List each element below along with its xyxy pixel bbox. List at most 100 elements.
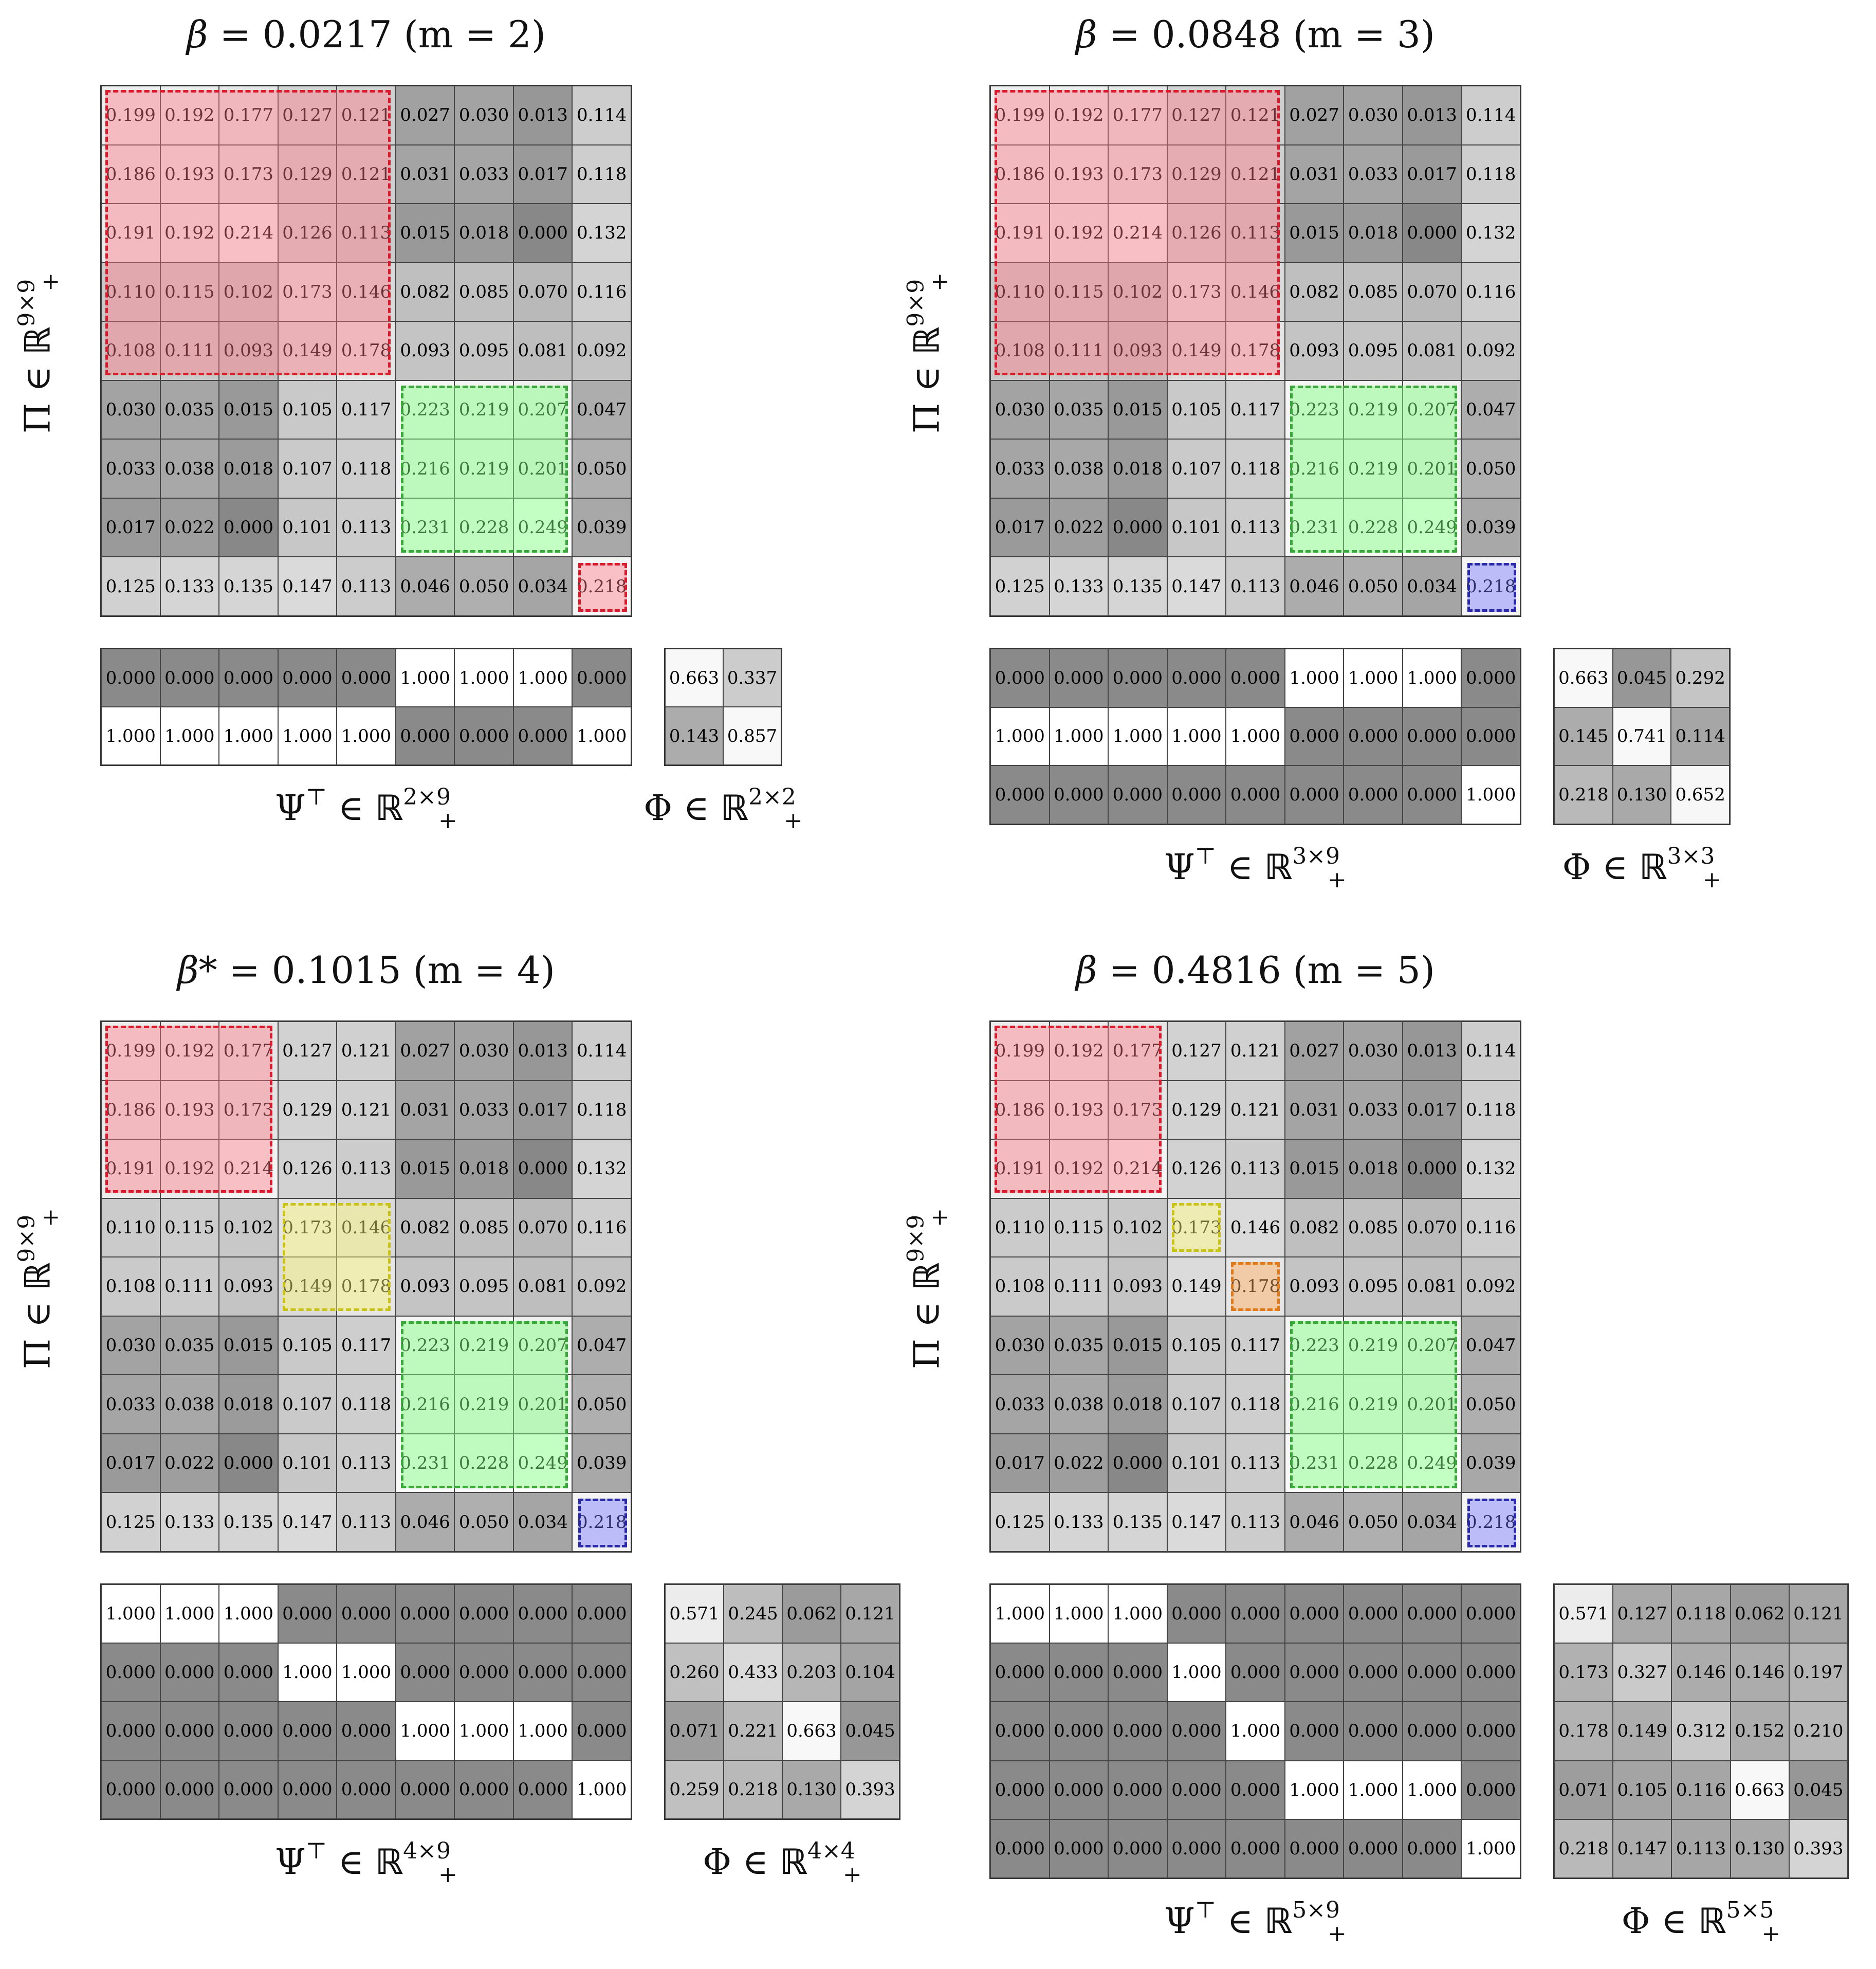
- pi-in: ∈: [17, 354, 59, 403]
- psi-matrix-cell: 0.000: [572, 1702, 631, 1760]
- phi-matrix-cell: 0.114: [1671, 707, 1730, 766]
- pi-matrix-cell: 0.231: [1284, 498, 1344, 557]
- pi-matrix-cell: 0.214: [219, 204, 278, 263]
- pi-matrix-cell: 0.082: [1284, 262, 1344, 322]
- psi-matrix-cell: 0.000: [337, 649, 396, 707]
- pi-matrix-cell: 0.113: [1226, 204, 1285, 263]
- pi-matrix-cell: 0.105: [278, 380, 337, 440]
- psi-matrix-cell: 0.000: [990, 1702, 1050, 1761]
- psi-matrix-cell: 0.000: [990, 765, 1050, 824]
- pi-matrix-cell: 0.186: [990, 144, 1050, 204]
- psi-matrix-cell: 1.000: [572, 1760, 631, 1819]
- pi-matrix-cell: 0.117: [1226, 1316, 1285, 1375]
- phi-sup: 3×3: [1667, 843, 1715, 869]
- pi-matrix-cell: 0.039: [1461, 498, 1520, 557]
- pi-matrix-cell: 0.047: [1461, 1316, 1520, 1375]
- pi-matrix-cell: 0.039: [572, 1433, 631, 1493]
- pi-matrix-cell: 0.199: [101, 86, 160, 145]
- psi-matrix-cell: 0.000: [337, 1584, 396, 1643]
- phi-matrix: 0.663 0.045 0.292 0.145 0.741 0.114 0.218 0.130…: [1553, 648, 1731, 825]
- pi-matrix-cell: 0.201: [513, 1375, 573, 1434]
- pi-matrix-cell: 0.000: [1402, 204, 1462, 263]
- pi-matrix-cell: 0.126: [1167, 204, 1226, 263]
- title-space: [401, 949, 413, 992]
- pi-matrix-cell: 0.031: [395, 1080, 455, 1140]
- psi-matrix-cell: 0.000: [1402, 765, 1462, 824]
- pi-matrix-cell: 0.177: [1108, 1022, 1167, 1081]
- psi-matrix-cell: 0.000: [1049, 1819, 1109, 1878]
- pi-matrix-cell: 0.192: [1049, 204, 1109, 263]
- pi-sup: 9×9: [13, 1214, 40, 1263]
- phi-matrix-cell: 0.143: [665, 707, 723, 765]
- pi-field: ℝ: [17, 326, 59, 355]
- pi-matrix-cell: 0.249: [1402, 498, 1462, 557]
- psi-in: ∈: [327, 788, 375, 829]
- pi-matrix-cell: 0.085: [1344, 262, 1403, 322]
- pi-matrix-cell: 0.093: [1108, 321, 1167, 380]
- psi-matrix-cell: 0.000: [1284, 765, 1344, 824]
- pi-matrix-cell: 0.192: [160, 1022, 219, 1081]
- pi-matrix-cell: 0.050: [1344, 557, 1403, 616]
- phi-matrix-cell: 0.127: [1613, 1584, 1672, 1644]
- pi-sub: +: [926, 272, 953, 291]
- pi-matrix-cell: 0.192: [160, 204, 219, 263]
- pi-matrix-cell: 0.126: [278, 204, 337, 263]
- pi-matrix-cell: 0.223: [1284, 1316, 1344, 1375]
- psi-sub: +: [438, 1862, 457, 1888]
- phi-axis-label: Φ ∈ ℝ2×2+: [633, 784, 813, 834]
- pi-matrix: 0.199 0.192 0.177 0.127 0.121 0.027 0.030 0.013…: [100, 85, 632, 617]
- pi-matrix-cell: 0.173: [278, 1198, 337, 1257]
- pi-matrix-cell: 0.018: [219, 1375, 278, 1434]
- pi-matrix-cell: 0.113: [337, 1433, 396, 1493]
- pi-matrix-cell: 0.017: [513, 1080, 573, 1140]
- pi-matrix-cell: 0.201: [1402, 439, 1462, 498]
- pi-matrix-cell: 0.031: [1284, 144, 1344, 204]
- phi-matrix-cell: 0.857: [723, 707, 781, 765]
- pi-matrix-cell: 0.027: [395, 1022, 455, 1081]
- pi-matrix-cell: 0.218: [1461, 557, 1520, 616]
- phi-matrix-cell: 0.116: [1671, 1760, 1731, 1819]
- psi-matrix-cell: 0.000: [278, 649, 337, 707]
- pi-matrix-cell: 0.173: [1108, 1080, 1167, 1140]
- pi-matrix-cell: 0.030: [454, 86, 513, 145]
- psi-matrix-cell: 0.000: [1402, 1702, 1462, 1761]
- phi-matrix-cell: 0.218: [724, 1760, 782, 1819]
- pi-matrix-cell: 0.125: [990, 1492, 1050, 1552]
- pi-matrix-cell: 0.121: [1226, 86, 1285, 145]
- pi-matrix-cell: 0.192: [160, 86, 219, 145]
- pi-matrix-cell: 0.015: [1284, 204, 1344, 263]
- pi-matrix-cell: 0.178: [1226, 1257, 1285, 1316]
- psi-matrix-cell: 0.000: [1284, 1584, 1344, 1644]
- psi-matrix-cell: 0.000: [1344, 1584, 1403, 1644]
- pi-matrix-cell: 0.015: [395, 204, 455, 263]
- psi-matrix-cell: 1.000: [101, 1584, 160, 1643]
- pi-matrix-cell: 0.178: [337, 321, 396, 380]
- pi-matrix-cell: 0.093: [1284, 321, 1344, 380]
- pi-matrix-cell: 0.113: [337, 498, 396, 557]
- pi-matrix-cell: 0.173: [1108, 144, 1167, 204]
- psi-matrix-cell: 0.000: [101, 649, 160, 707]
- psi-matrix-cell: 0.000: [160, 1760, 219, 1819]
- pi-matrix-cell: 0.017: [1402, 144, 1462, 204]
- phi-matrix-cell: 0.221: [724, 1702, 782, 1760]
- pi-matrix-cell: 0.107: [278, 439, 337, 498]
- pi-matrix-cell: 0.146: [337, 262, 396, 322]
- psi-matrix-cell: 1.000: [1108, 1584, 1167, 1644]
- pi-matrix-cell: 0.093: [395, 321, 455, 380]
- pi-matrix-cell: 0.034: [1402, 557, 1462, 616]
- pi-matrix-cell: 0.219: [454, 1375, 513, 1434]
- pi-matrix-cell: 0.129: [1167, 1080, 1226, 1140]
- psi-matrix-cell: 0.000: [337, 1760, 396, 1819]
- psi-axis-label: Ψ⊤ ∈ ℝ5×9+: [989, 1897, 1521, 1947]
- psi-matrix-cell: 1.000: [1402, 649, 1462, 707]
- pi-matrix-cell: 0.000: [1402, 1139, 1462, 1198]
- pi-matrix-cell: 0.201: [1402, 1375, 1462, 1434]
- pi-matrix-cell: 0.113: [337, 1492, 396, 1552]
- pi-matrix-cell: 0.207: [513, 380, 573, 440]
- psi-matrix-cell: 0.000: [1344, 765, 1403, 824]
- psi-matrix-cell: 0.000: [1108, 765, 1167, 824]
- pi-matrix-cell: 0.191: [990, 1139, 1050, 1198]
- pi-matrix-cell: 0.147: [278, 1492, 337, 1552]
- pi-matrix-cell: 0.216: [395, 1375, 455, 1434]
- pi-matrix-cell: 0.108: [990, 1257, 1050, 1316]
